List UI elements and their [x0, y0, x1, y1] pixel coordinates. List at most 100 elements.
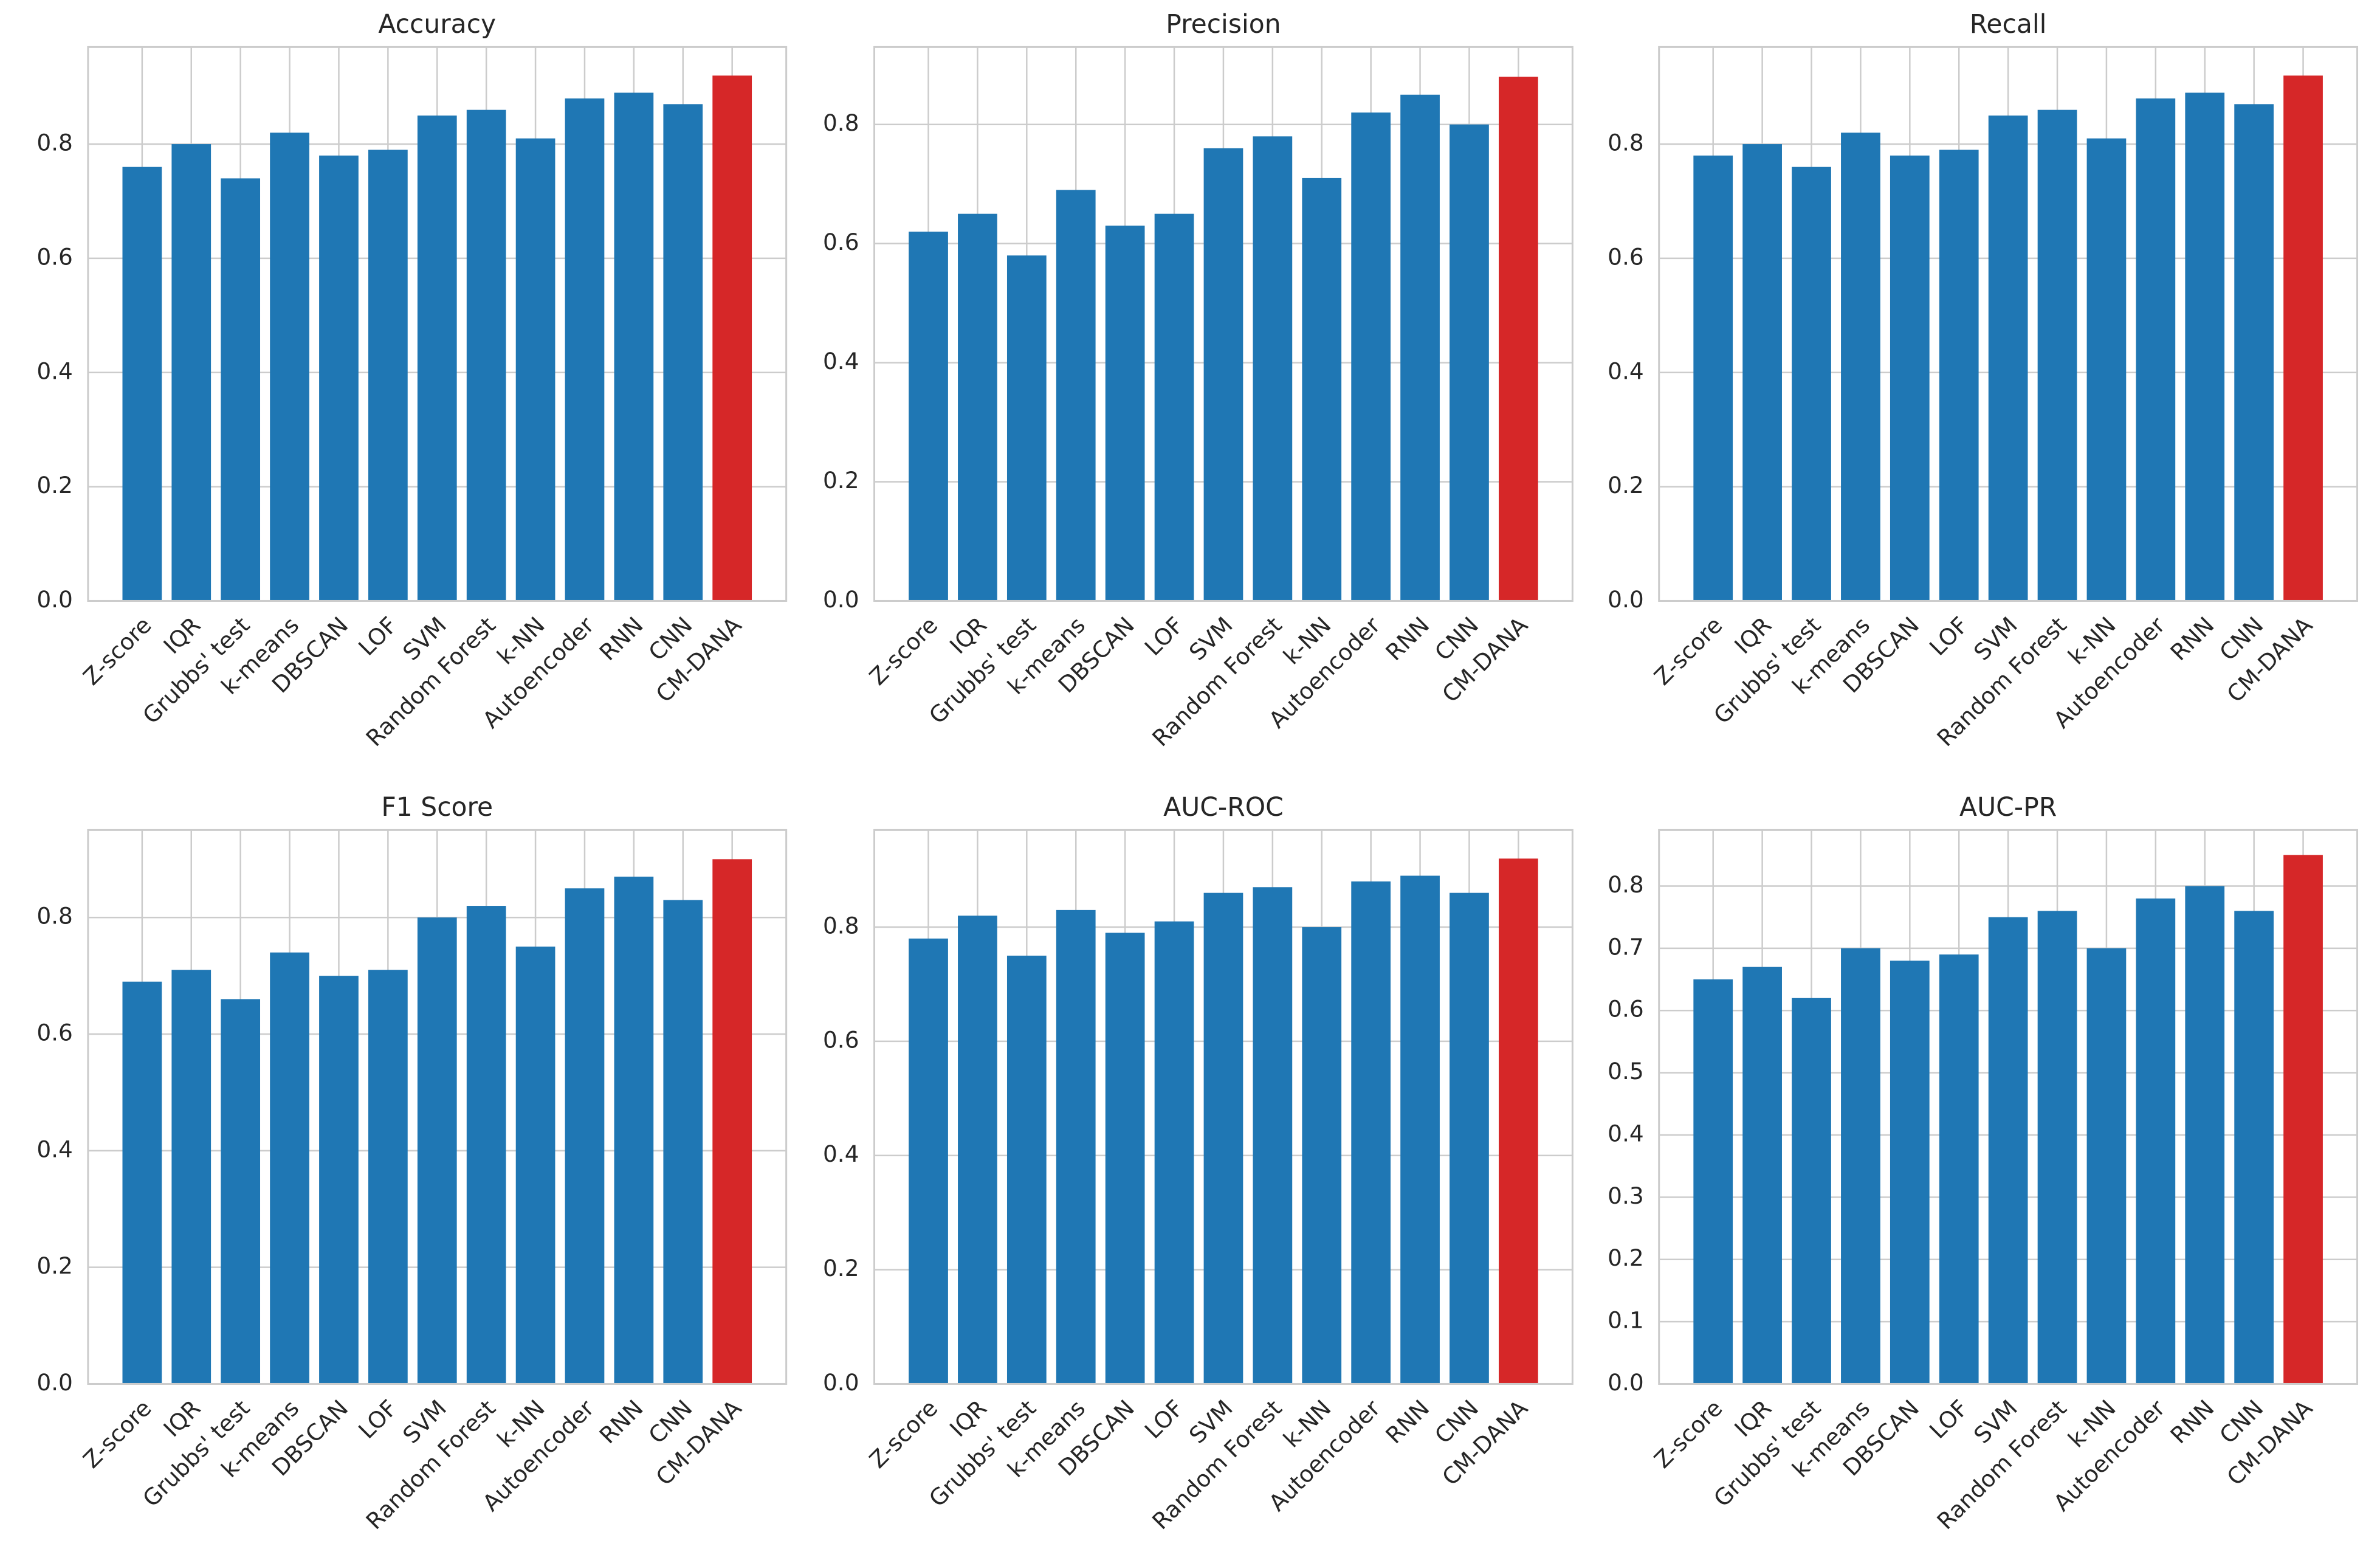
bar — [2283, 75, 2323, 601]
bar — [1450, 124, 1489, 601]
y-tick-label: 0.2 — [823, 467, 859, 494]
bar — [1351, 881, 1391, 1384]
chart-title: AUC-ROC — [1163, 793, 1284, 823]
chart-title: Accuracy — [378, 10, 496, 40]
bar — [1105, 226, 1145, 601]
bar — [565, 98, 605, 601]
y-tick-label: 0.0 — [1608, 1369, 1644, 1396]
bar — [1890, 155, 1930, 601]
y-tick-label: 0.8 — [823, 912, 859, 939]
bar — [1499, 858, 1538, 1384]
axes-frame — [873, 46, 1573, 602]
bar — [1939, 150, 1979, 601]
bar — [1105, 933, 1145, 1384]
y-tick-label: 0.4 — [823, 1140, 859, 1167]
y-tick-label: 0.6 — [823, 229, 859, 255]
y-tick-label: 0.4 — [36, 357, 73, 384]
bar — [417, 116, 457, 601]
bar — [1693, 979, 1733, 1384]
y-tick-label: 0.2 — [1608, 1244, 1644, 1271]
x-tick-label: LOF — [1924, 612, 1973, 661]
bar — [958, 916, 997, 1384]
bar — [221, 178, 261, 601]
bar — [2185, 886, 2225, 1384]
x-tick-label: RNN — [594, 612, 648, 666]
bar — [1742, 144, 1782, 601]
y-tick-label: 0.1 — [1608, 1307, 1644, 1334]
x-tick-label: RNN — [1380, 1395, 1434, 1449]
x-tick-label: LOF — [1140, 612, 1189, 661]
y-tick-label: 0.0 — [36, 1369, 73, 1396]
bar — [2234, 911, 2274, 1384]
y-tick-label: 0.3 — [1608, 1182, 1644, 1209]
y-tick-label: 0.2 — [36, 1252, 73, 1279]
bar — [712, 859, 752, 1384]
y-tick-label: 0.6 — [1608, 996, 1644, 1023]
bar — [171, 970, 212, 1384]
bar — [909, 232, 948, 601]
chart-title: AUC-PR — [1959, 793, 2057, 823]
y-tick-label: 0.0 — [823, 1369, 859, 1396]
bar — [270, 133, 309, 601]
y-tick-label: 0.8 — [1608, 129, 1644, 156]
axes-frame — [1658, 829, 2359, 1385]
bar — [1351, 112, 1391, 601]
bar — [1841, 948, 1880, 1384]
bar — [909, 938, 948, 1384]
bar — [1056, 909, 1096, 1384]
bar — [614, 92, 654, 601]
axes-frame — [1658, 46, 2359, 602]
bar — [2086, 138, 2127, 601]
x-tick-label: Z-score — [78, 1395, 157, 1473]
bar — [466, 906, 506, 1384]
y-tick-label: 0.6 — [36, 243, 73, 270]
y-tick-label: 0.4 — [36, 1136, 73, 1162]
bar — [122, 167, 162, 601]
bar — [515, 138, 555, 601]
bar — [221, 999, 261, 1384]
bar — [1988, 116, 2028, 601]
bar — [1006, 255, 1047, 601]
bar — [466, 109, 506, 601]
x-tick-label: Z-score — [78, 612, 157, 690]
bar — [368, 970, 408, 1384]
bar — [1154, 213, 1194, 601]
bar — [1499, 77, 1538, 601]
y-tick-label: 0.6 — [1608, 243, 1644, 270]
y-tick-label: 0.0 — [36, 586, 73, 613]
bar — [1841, 133, 1880, 601]
axes-frame — [87, 829, 788, 1385]
bar — [1890, 961, 1930, 1384]
x-tick-label: LOF — [1924, 1395, 1973, 1444]
bar — [1400, 94, 1440, 601]
bar — [2136, 98, 2176, 601]
y-tick-label: 0.0 — [1608, 586, 1644, 613]
bar — [958, 213, 997, 601]
bar — [663, 104, 703, 601]
x-tick-label: RNN — [594, 1395, 648, 1449]
bar — [1792, 167, 1831, 601]
bar — [417, 917, 457, 1384]
bar — [1154, 921, 1194, 1384]
x-tick-label: LOF — [353, 1395, 402, 1444]
subplot: AUC-PR 0.0 0.1 0.2 0.3 0.4 0.5 0.6 0.7 0.8 Z-score… — [1608, 793, 2359, 1534]
y-tick-label: 0.4 — [823, 348, 859, 374]
bar — [319, 976, 359, 1384]
x-tick-label: LOF — [1140, 1395, 1189, 1444]
bar — [2086, 948, 2127, 1384]
y-tick-label: 0.8 — [823, 109, 859, 136]
bar — [1006, 956, 1047, 1384]
chart-title: F1 Score — [381, 793, 493, 823]
bar — [368, 150, 408, 601]
bar — [2136, 898, 2176, 1384]
bar — [1742, 967, 1782, 1384]
x-tick-label: Z-score — [1649, 612, 1728, 690]
bar — [663, 900, 703, 1384]
chart-title: Precision — [1166, 10, 1281, 40]
bar — [1302, 927, 1342, 1384]
